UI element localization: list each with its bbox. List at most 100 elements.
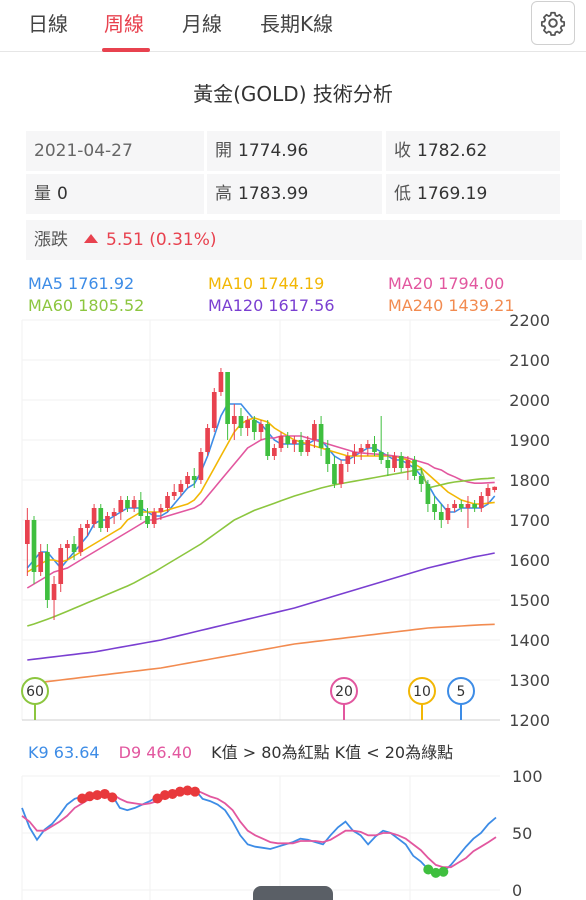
y-tick-label: 1200 xyxy=(509,711,550,730)
candle-body xyxy=(105,516,110,528)
marker-circle xyxy=(447,677,475,705)
settings-button[interactable] xyxy=(531,1,575,45)
up-triangle-icon xyxy=(84,234,98,243)
open-label: 開 xyxy=(215,141,232,161)
candle-body xyxy=(125,500,130,508)
candle-body xyxy=(432,504,437,512)
candle-body xyxy=(285,436,291,444)
candle-body xyxy=(91,508,97,524)
tab-daily[interactable]: 日線 xyxy=(28,12,68,36)
candle-body xyxy=(138,500,144,516)
ma5-marker: 5 xyxy=(447,677,475,720)
candle-body xyxy=(58,548,64,584)
candle-body xyxy=(345,456,351,464)
candle-body xyxy=(492,486,497,490)
kd-line-d9 xyxy=(21,788,497,869)
tab-long-term[interactable]: 長期K線 xyxy=(260,12,334,36)
candle-body xyxy=(425,484,431,504)
ma-line-ma60 xyxy=(27,468,495,627)
candle-body xyxy=(165,496,170,508)
kd-red-dot xyxy=(152,793,163,804)
kd-red-dot xyxy=(167,788,178,799)
marker-circle xyxy=(21,677,49,705)
marker-label: 10 xyxy=(413,684,431,700)
kd-y-tick-label: 50 xyxy=(512,824,532,843)
candle-body xyxy=(258,424,264,432)
candle-body xyxy=(325,448,331,464)
y-tick-label: 1300 xyxy=(509,671,550,690)
volume-label: 量 xyxy=(34,184,51,204)
kd-red-dot xyxy=(92,790,103,801)
candle-body xyxy=(292,440,297,444)
kd-red-dot xyxy=(84,791,95,802)
candle-body xyxy=(478,496,484,508)
candle-body xyxy=(251,420,257,432)
info-low: 低 1769.19 xyxy=(386,174,560,214)
ma20-label: MA20 1794.00 xyxy=(388,274,505,293)
candle-body xyxy=(71,544,77,552)
candle-body xyxy=(185,476,190,484)
candle-body xyxy=(158,508,164,512)
candle-body xyxy=(398,456,404,468)
low-value: 1769.19 xyxy=(417,184,488,204)
candle-body xyxy=(312,424,317,440)
candle-body xyxy=(65,544,70,548)
candle-body xyxy=(458,504,464,508)
tab-weekly[interactable]: 周線 xyxy=(104,12,144,36)
kd-line-k9 xyxy=(21,787,497,874)
candle-body xyxy=(318,424,324,448)
info-close: 收 1782.62 xyxy=(386,131,560,171)
marker-label: 60 xyxy=(26,684,44,700)
kd-y-tick-label: 0 xyxy=(512,881,522,900)
kd-red-dot xyxy=(77,793,88,804)
y-tick-label: 1700 xyxy=(509,511,550,530)
candle-body xyxy=(412,460,417,476)
candle-body xyxy=(31,520,37,572)
candle-body xyxy=(51,584,57,600)
y-tick-label: 2000 xyxy=(509,391,550,410)
candle-body xyxy=(405,460,411,468)
candle-body xyxy=(245,420,250,428)
kd-chart[interactable]: 0 50 100 xyxy=(0,762,586,900)
candle-body xyxy=(445,508,451,520)
candle-body xyxy=(45,552,50,600)
drag-handle[interactable] xyxy=(253,886,333,900)
kd-red-dot xyxy=(182,785,193,796)
page-title: 黃金(GOLD) 技術分析 xyxy=(193,82,393,106)
tab-monthly[interactable]: 月線 xyxy=(182,12,222,36)
candle-body xyxy=(332,464,337,484)
kd-red-dot xyxy=(159,790,170,801)
ma-line-ma20 xyxy=(26,435,495,589)
ma-line-ma240 xyxy=(27,623,495,685)
info-date: 2021-04-27 xyxy=(26,131,204,171)
high-label: 高 xyxy=(215,184,232,204)
candle-body xyxy=(298,440,304,452)
close-label: 收 xyxy=(394,141,411,161)
candle-body xyxy=(131,500,137,508)
kd-red-dot xyxy=(99,788,110,799)
candle-body xyxy=(372,444,377,452)
open-value: 1774.96 xyxy=(238,141,309,161)
candle-body xyxy=(438,512,444,520)
high-value: 1783.99 xyxy=(238,184,309,204)
candle-body xyxy=(38,552,44,572)
candle-body xyxy=(78,528,84,552)
candle-body xyxy=(358,448,364,452)
candlestick-chart[interactable]: 1200 1300 1400 1500 1600 1700 1800 1900 2000 2100… xyxy=(0,310,586,730)
candle-body xyxy=(205,428,210,452)
candle-body xyxy=(305,440,311,452)
candle-body xyxy=(278,436,284,448)
ma10-label: MA10 1744.19 xyxy=(208,274,325,293)
info-high: 高 1783.99 xyxy=(207,174,382,214)
low-label: 低 xyxy=(394,184,411,204)
ma-line-ma10 xyxy=(26,417,495,573)
candle-body xyxy=(225,372,230,424)
candle-body xyxy=(272,448,277,456)
candle-body xyxy=(178,484,184,492)
candle-body xyxy=(418,476,424,484)
candle-body xyxy=(111,512,117,516)
change-value: 5.51 (0.31%) xyxy=(106,230,217,250)
candle-body xyxy=(25,520,30,544)
ma240-label: MA240 1439.21 xyxy=(388,296,515,315)
